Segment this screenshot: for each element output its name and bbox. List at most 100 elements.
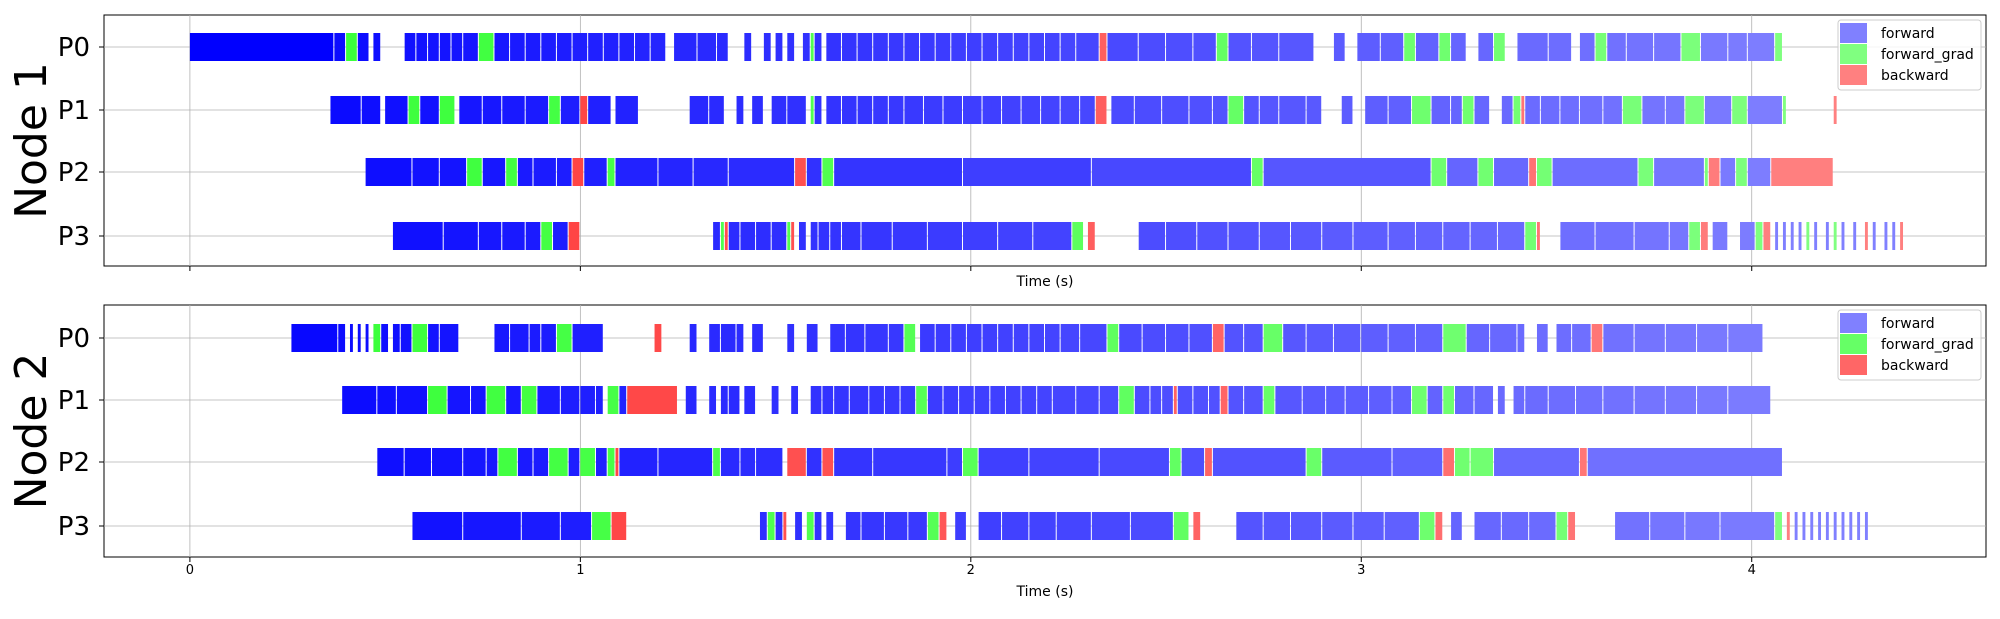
bar-forward	[689, 96, 709, 124]
bar-forward	[330, 96, 361, 124]
bar-forward	[412, 512, 463, 540]
bar-forward-grad	[486, 386, 506, 414]
bar-forward	[1697, 386, 1728, 414]
bar-forward	[959, 386, 974, 414]
bar-forward	[1415, 33, 1439, 61]
bar-forward	[806, 158, 822, 186]
bar-forward	[1162, 386, 1173, 414]
bar-backward	[1763, 222, 1771, 250]
bar-forward-grad	[1806, 222, 1810, 250]
bar-forward	[1134, 96, 1162, 124]
axes-frame	[103, 14, 1987, 267]
bar-forward	[658, 448, 713, 476]
bar-forward	[1111, 96, 1134, 124]
bar-backward	[939, 512, 947, 540]
bar-forward	[1665, 324, 1697, 352]
bar-forward	[826, 512, 834, 540]
bar-forward	[572, 33, 588, 61]
bar-forward	[740, 222, 756, 250]
bar-forward	[923, 96, 943, 124]
bar-forward	[1091, 158, 1251, 186]
bar-forward	[1540, 96, 1560, 124]
bar-forward	[595, 386, 603, 414]
bar-forward	[381, 324, 389, 352]
bar-forward	[439, 33, 451, 61]
legend: forward forward_grad backward	[1837, 19, 1982, 91]
bar-forward	[1615, 512, 1650, 540]
bar-forward	[892, 222, 927, 250]
bar-forward-grad	[1228, 96, 1244, 124]
bar-forward	[904, 33, 920, 61]
bar-forward	[861, 222, 892, 250]
bar-forward	[1005, 386, 1021, 414]
bar-backward	[1591, 324, 1603, 352]
bar-forward	[693, 158, 728, 186]
bar-forward	[619, 33, 635, 61]
bar-forward-grad	[1681, 33, 1700, 61]
bar-forward	[1002, 96, 1021, 124]
bar-forward	[814, 33, 822, 61]
bar-forward-grad	[1431, 158, 1447, 186]
bar-forward-grad	[1306, 448, 1322, 476]
bar-forward	[1029, 33, 1044, 61]
bar-forward-grad	[1536, 158, 1552, 186]
bar-forward-grad	[1732, 96, 1747, 124]
bar-forward	[1244, 324, 1263, 352]
bar-forward	[486, 448, 498, 476]
bar-forward	[658, 158, 693, 186]
bar-forward	[459, 96, 482, 124]
bar-forward	[1747, 96, 1782, 124]
bar-forward	[884, 386, 900, 414]
bar-forward	[1384, 512, 1419, 540]
y-tick-label: P2	[58, 158, 90, 188]
bar-forward	[357, 33, 369, 61]
bar-forward	[927, 386, 943, 414]
bar-forward	[1392, 448, 1443, 476]
bar-forward-grad	[521, 386, 537, 414]
bar-forward	[361, 96, 381, 124]
bar-forward	[420, 96, 439, 124]
bar-forward	[873, 448, 947, 476]
bar-forward-grad	[963, 448, 978, 476]
bar-forward-grad	[1782, 96, 1786, 124]
bar-forward	[584, 158, 607, 186]
bar-forward-grad	[767, 512, 775, 540]
legend-label-forward: forward	[1881, 26, 1935, 42]
bar-forward	[334, 33, 346, 61]
x-tick-label: 1	[576, 563, 584, 578]
bar-forward	[1560, 96, 1579, 124]
bar-forward	[1189, 324, 1212, 352]
bar-forward	[873, 96, 888, 124]
bar-forward	[728, 222, 740, 250]
bar-forward	[849, 386, 869, 414]
bar-forward	[1392, 386, 1412, 414]
bar-forward	[1576, 386, 1603, 414]
bar-forward	[900, 386, 916, 414]
bar-forward	[1872, 222, 1876, 250]
bar-forward	[556, 33, 572, 61]
bar-forward	[1603, 324, 1634, 352]
bar-forward	[1525, 386, 1548, 414]
bar-forward	[443, 222, 478, 250]
bar-forward-grad	[1478, 158, 1494, 186]
bar-forward	[857, 33, 873, 61]
bar-forward	[1322, 448, 1392, 476]
bar-forward	[787, 324, 795, 352]
bar-backward	[1205, 448, 1212, 476]
bar-forward	[1251, 33, 1279, 61]
bars-layer	[291, 324, 1868, 540]
bar-forward	[1076, 33, 1099, 61]
bar-forward	[404, 33, 416, 61]
bar-forward	[736, 324, 744, 352]
bar-forward	[1080, 96, 1095, 124]
bar-forward	[1607, 33, 1626, 61]
bar-forward	[1814, 222, 1818, 250]
bar-forward	[845, 512, 861, 540]
bar-forward	[1345, 386, 1369, 414]
bar-forward	[1685, 512, 1720, 540]
bar-forward	[396, 386, 428, 414]
bar-forward	[1388, 222, 1415, 250]
bar-forward	[1654, 158, 1704, 186]
bar-forward	[556, 158, 572, 186]
